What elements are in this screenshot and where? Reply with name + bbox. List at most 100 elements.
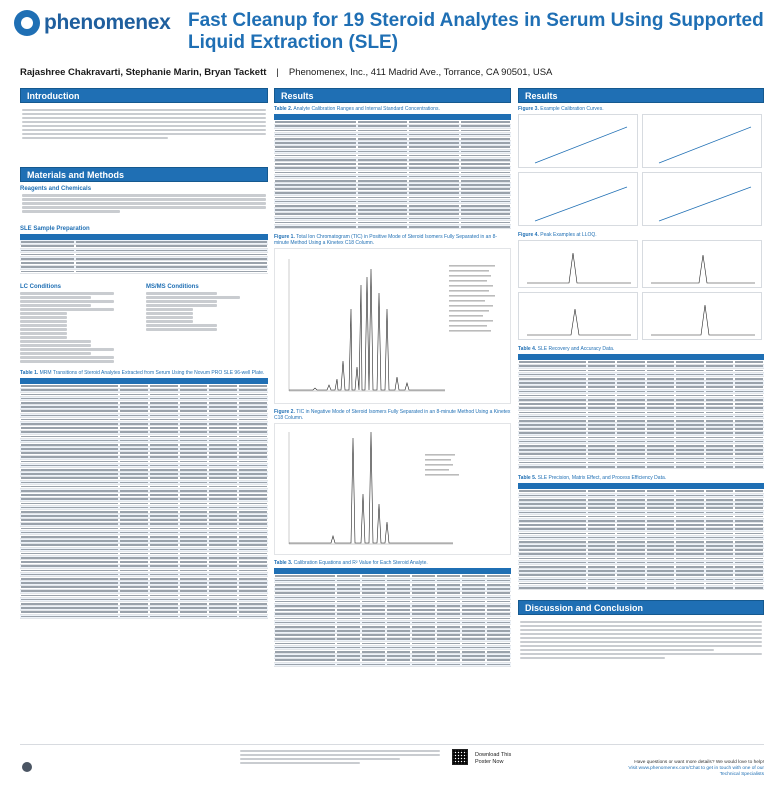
affiliation: Phenomenex, Inc., 411 Madrid Ave., Torra… (288, 67, 553, 78)
table-row (20, 434, 268, 439)
table-row (20, 543, 268, 548)
table-row (274, 620, 511, 626)
table-row (20, 471, 268, 477)
footer-legal-text (240, 748, 440, 766)
table-row (20, 451, 268, 456)
table-row (20, 400, 268, 406)
sle-prep-heading: SLE Sample Preparation (20, 226, 90, 232)
table1-caption: Table 1. MRM Transitions of Steroid Anal… (20, 370, 265, 376)
table-row (518, 585, 764, 591)
table-row (518, 497, 764, 503)
table-row (274, 216, 511, 222)
table-row (20, 501, 268, 506)
table-row (518, 518, 764, 524)
table-row (20, 551, 268, 557)
table-row (274, 628, 511, 634)
table-row (20, 589, 268, 594)
table-row (20, 538, 268, 544)
authors-line: Rajashree Chakravarti, Stephanie Marin, … (20, 67, 553, 78)
column-right: Results Figure 3. Example Calibration Cu… (518, 88, 764, 661)
materials-heading: Materials and Methods (20, 167, 268, 182)
table-row (518, 581, 764, 587)
table-row (518, 506, 764, 511)
corner-badge-icon (22, 762, 32, 772)
table-row (518, 364, 764, 369)
table-row (518, 439, 764, 445)
table-row (518, 385, 764, 390)
table3-equations (274, 568, 511, 668)
table-row (518, 376, 764, 382)
table-row (20, 484, 268, 490)
table-row (20, 388, 268, 393)
table-row (274, 203, 511, 209)
table-row (274, 178, 511, 184)
table-row (274, 649, 511, 655)
table-row (274, 653, 511, 659)
table-row (20, 413, 268, 419)
table-row (274, 166, 511, 171)
footer-divider (20, 744, 764, 745)
table-row (20, 488, 268, 494)
table-row (518, 427, 764, 432)
table-row (518, 564, 764, 570)
msms-conditions: MS/MS Conditions (146, 280, 264, 364)
table-row (20, 459, 268, 465)
table-row (20, 559, 268, 565)
table-row (274, 591, 511, 596)
table-row (20, 568, 268, 573)
table-row (274, 624, 511, 630)
table-row (518, 531, 764, 536)
table-row (20, 522, 268, 527)
table-row (274, 149, 511, 155)
calibration-curve-4 (642, 172, 762, 226)
table5-caption: Table 5. SLE Precision, Matrix Effect, a… (518, 475, 667, 482)
table-row (20, 438, 268, 444)
table-row (518, 560, 764, 566)
table-row (20, 601, 268, 607)
table-row (20, 442, 268, 448)
help-line-2[interactable]: Visit www.phenomenex.com/Chat to get in … (628, 766, 764, 777)
table-row (274, 641, 511, 647)
table-row (274, 574, 511, 580)
table-row (20, 530, 268, 536)
table-row (20, 430, 268, 435)
discussion-body (518, 615, 764, 660)
table-row (518, 422, 764, 428)
table-row (20, 480, 268, 486)
table-row (20, 509, 268, 515)
calibration-curve-2 (642, 114, 762, 168)
figure2-trace (288, 432, 459, 545)
table-row (274, 120, 511, 125)
table-row (518, 389, 764, 395)
table-row (20, 417, 268, 423)
table-row (274, 582, 511, 588)
table-row (274, 220, 511, 226)
table-row (518, 527, 764, 532)
table-row (274, 132, 511, 138)
table4-recovery (518, 354, 764, 470)
table-row (274, 145, 511, 150)
table-row (274, 136, 511, 142)
table-row (20, 547, 268, 553)
table-row (274, 612, 511, 617)
qr-code-icon[interactable] (452, 749, 468, 765)
table-row (518, 460, 764, 466)
reagents-body (20, 194, 268, 222)
table-row (518, 568, 764, 574)
table-row (518, 539, 764, 545)
table-row (518, 443, 764, 449)
table-row (518, 452, 764, 457)
table-row (274, 586, 511, 592)
table-row (20, 396, 268, 402)
table-row (20, 409, 268, 414)
table4-caption: Table 4. SLE Recovery and Accuracy Data. (518, 346, 615, 352)
table-row (20, 593, 268, 599)
table-row (20, 505, 268, 511)
download-poster-link[interactable]: Download This Poster Now (475, 752, 512, 765)
brand-name: phenomenex (44, 11, 171, 34)
table-row (274, 616, 511, 621)
table-row (20, 425, 268, 431)
table-row (20, 518, 268, 523)
table-row (518, 548, 764, 553)
table-row (274, 658, 511, 663)
